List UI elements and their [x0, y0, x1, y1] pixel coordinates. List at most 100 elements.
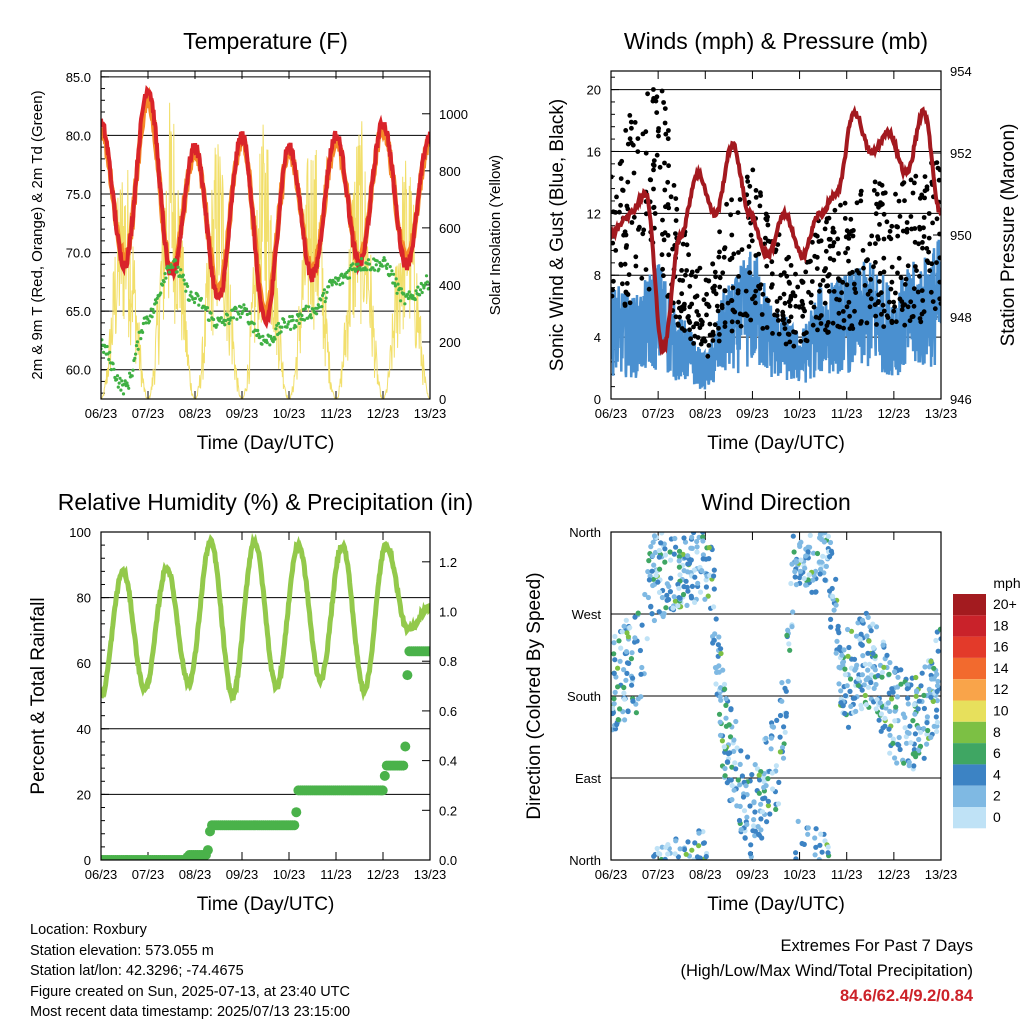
- direction-point: [858, 631, 864, 637]
- gust-point: [684, 242, 690, 248]
- gust-point: [891, 299, 896, 305]
- direction-point: [775, 801, 782, 807]
- direction-point: [813, 568, 819, 574]
- direction-point: [865, 684, 872, 690]
- direction-point: [773, 806, 779, 813]
- elevation-text: Station elevation: 573.055 m: [30, 942, 214, 959]
- gust-point: [818, 321, 824, 326]
- dewpoint-point: [327, 285, 331, 289]
- direction-point: [903, 740, 910, 746]
- direction-point: [664, 581, 670, 587]
- dewpoint-point: [420, 290, 424, 295]
- gust-point: [611, 287, 615, 293]
- direction-point: [851, 656, 858, 662]
- direction-point: [933, 637, 939, 644]
- direction-point: [739, 773, 746, 779]
- gust-point: [936, 177, 941, 183]
- direction-point: [812, 852, 818, 858]
- legend-swatch: [953, 636, 986, 658]
- direction-point: [615, 684, 621, 690]
- direction-point: [863, 702, 870, 708]
- gust-point: [613, 248, 619, 253]
- dewpoint-point: [407, 290, 411, 294]
- direction-point: [862, 661, 868, 667]
- gust-point: [878, 200, 883, 206]
- dewpoint-point: [192, 300, 197, 305]
- gust-point: [902, 322, 908, 328]
- direction-point: [805, 577, 811, 583]
- direction-point: [692, 599, 698, 606]
- direction-point: [882, 723, 888, 729]
- direction-point: [928, 694, 934, 700]
- dewpoint-point: [136, 347, 140, 351]
- direction-point: [763, 735, 769, 741]
- y-tick-label: 12: [587, 206, 601, 221]
- direction-point: [921, 755, 927, 761]
- dewpoint-point: [334, 282, 339, 286]
- dewpoint-point: [144, 321, 148, 325]
- direction-point: [805, 549, 811, 555]
- gust-point: [853, 290, 859, 295]
- gust-point: [715, 308, 721, 314]
- gust-point: [843, 250, 848, 256]
- gust-point: [844, 282, 850, 288]
- direction-point: [864, 633, 870, 639]
- gust-point: [717, 249, 722, 255]
- gust-point: [737, 197, 743, 202]
- gust-point: [688, 336, 693, 342]
- direction-point: [916, 736, 922, 743]
- direction-point: [696, 843, 702, 849]
- dewpoint-point: [300, 313, 304, 318]
- dewpoint-point: [402, 292, 406, 296]
- dewpoint-point: [154, 301, 158, 305]
- direction-point: [684, 569, 691, 575]
- direction-point: [671, 594, 677, 600]
- precip-series: [101, 646, 430, 860]
- direction-point: [817, 532, 823, 537]
- direction-point: [859, 617, 866, 623]
- gust-point: [716, 338, 722, 344]
- extremes-title: Extremes For Past 7 Days: [780, 937, 973, 955]
- direction-point: [916, 698, 922, 704]
- direction-point: [783, 688, 789, 694]
- dewpoint-point: [414, 289, 418, 293]
- dewpoint-point: [160, 283, 165, 287]
- gust-point: [627, 300, 633, 306]
- gust-point: [886, 234, 892, 240]
- gust-point: [910, 314, 916, 319]
- gust-point: [757, 203, 763, 209]
- gust-point: [792, 293, 798, 299]
- direction-point: [734, 803, 740, 809]
- gust-point: [831, 229, 837, 235]
- direction-point: [933, 714, 939, 720]
- direction-point: [935, 648, 941, 654]
- direction-point: [743, 783, 749, 789]
- legend-label: 6: [993, 745, 1001, 761]
- direction-point: [878, 711, 885, 717]
- dewpoint-point: [338, 283, 342, 287]
- gust-point: [625, 179, 631, 185]
- direction-point: [890, 689, 896, 695]
- dewpoint-point: [193, 296, 197, 301]
- direction-point: [827, 554, 833, 560]
- gust-point: [629, 125, 634, 131]
- dewpoint-point: [209, 311, 213, 315]
- y-tick-label: 8: [594, 268, 601, 283]
- gust-point: [791, 343, 797, 349]
- direction-point: [664, 592, 670, 598]
- direction-point: [788, 580, 794, 587]
- direction-point: [835, 623, 841, 630]
- direction-point: [745, 754, 751, 760]
- direction-point: [865, 675, 871, 681]
- gust-point: [842, 216, 848, 221]
- direction-point: [792, 569, 798, 575]
- gust-point: [689, 269, 695, 275]
- x-tick-label: 10/23: [273, 867, 306, 882]
- dewpoint-point: [385, 266, 389, 270]
- gust-point: [874, 191, 880, 197]
- plot-frame: [610, 531, 942, 861]
- direction-point: [877, 700, 883, 706]
- direction-point: [752, 762, 758, 768]
- gust-point: [815, 327, 820, 333]
- direction-point: [897, 746, 903, 753]
